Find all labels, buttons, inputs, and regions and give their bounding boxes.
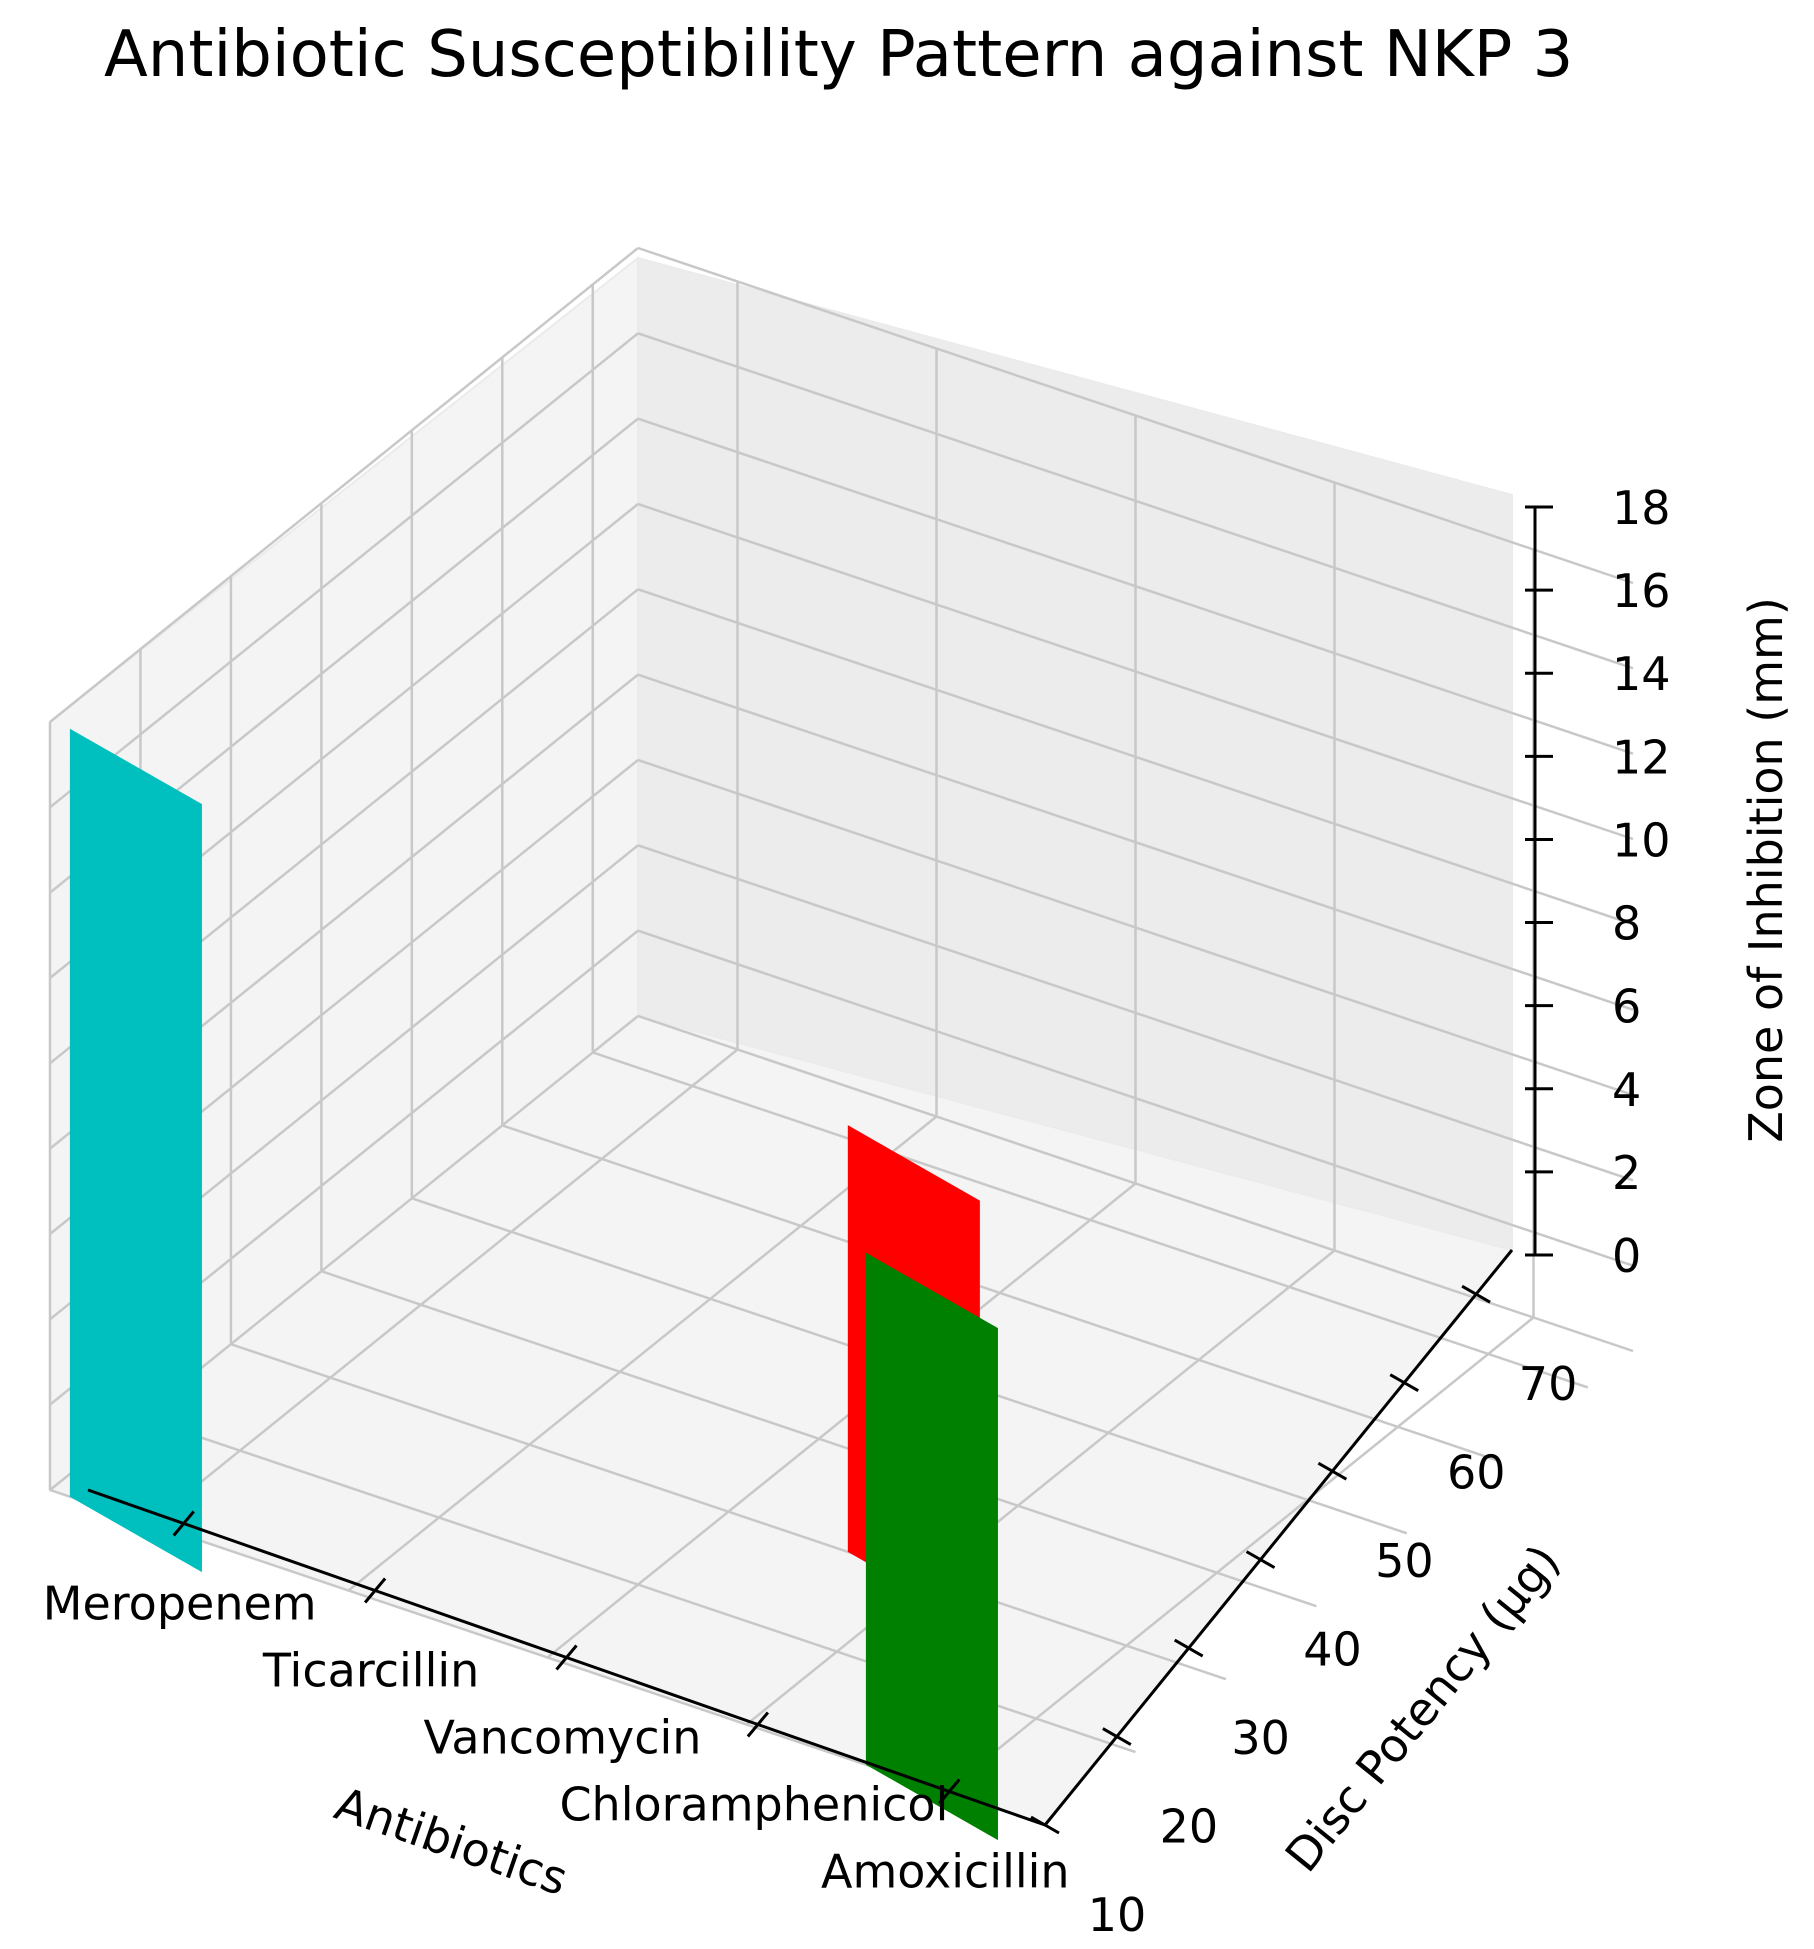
y-tick-label: 60 <box>1447 1446 1506 1500</box>
z-tick-label: 12 <box>1612 730 1671 784</box>
y-tick-mark <box>1030 1815 1060 1835</box>
floor-gridline-category <box>148 1048 739 1525</box>
y-tick-mark <box>1102 1727 1132 1746</box>
z-axis-label: Zone of Inhibition (mm) <box>1739 597 1793 1143</box>
z-tick-label: 16 <box>1612 564 1671 618</box>
z-tick-label: 18 <box>1612 481 1671 535</box>
z-tick-label: 4 <box>1612 1063 1641 1117</box>
x-tick-label: Amoxicillin <box>821 1845 1070 1899</box>
left-gridline-zone <box>49 247 639 723</box>
y-tick-label: 30 <box>1231 1711 1290 1765</box>
floor-gridline-potency <box>501 1124 1498 1462</box>
back-gridline-zone <box>637 502 1634 841</box>
y-tick-mark <box>1317 1461 1348 1481</box>
back-gridline-zone <box>637 1014 1634 1353</box>
y-tick-label: 50 <box>1375 1534 1434 1588</box>
y-tick-mark <box>1389 1373 1419 1392</box>
x-tick-mark <box>555 1644 578 1671</box>
x-tick-mark <box>363 1577 387 1604</box>
z-tick-label: 0 <box>1612 1229 1641 1283</box>
y-tick-mark <box>1245 1550 1276 1569</box>
x-tick-mark <box>172 1510 195 1537</box>
floor-gridline-potency <box>320 1270 1317 1608</box>
floor-gridline-category <box>546 1182 1137 1659</box>
back-gridline-zone <box>637 246 1634 585</box>
z-tick-label: 6 <box>1612 980 1641 1034</box>
bar-amoxicillin <box>865 1252 998 1841</box>
tick-labels: Meropenem Ticarcillin Vancomycin Chloramphe… <box>43 481 1671 1942</box>
y-tick-label: 10 <box>1088 1888 1147 1942</box>
y-axis-line <box>1043 1249 1514 1826</box>
back-gridline-zone <box>637 758 1634 1097</box>
x-tick-label: Vancomycin <box>424 1711 702 1765</box>
y-tick-mark <box>1461 1284 1491 1304</box>
y-tick-mark <box>1173 1638 1204 1658</box>
z-tick-label: 10 <box>1612 813 1671 867</box>
y-tick-label: 40 <box>1303 1623 1362 1677</box>
floor-gridline-potency <box>592 1051 1589 1389</box>
back-gridline-zone <box>637 929 1634 1267</box>
y-tick-label: 20 <box>1160 1800 1219 1854</box>
x-tick-mark <box>938 1778 961 1805</box>
z-tick-label: 2 <box>1612 1146 1641 1200</box>
back-gridline-zone <box>637 417 1634 755</box>
x-tick-label: Ticarcillin <box>262 1644 479 1698</box>
x-tick-label: Chloramphenicol <box>559 1778 948 1832</box>
z-tick-label: 14 <box>1612 647 1671 701</box>
floor-gridline-category <box>745 1249 1336 1726</box>
floor-gridline-potency <box>230 1342 1227 1681</box>
bars <box>69 728 998 1841</box>
grid <box>48 246 1634 1827</box>
floor-gridline-category <box>944 1316 1535 1793</box>
chart-title: Antibiotic Susceptibility Pattern agains… <box>104 18 1573 92</box>
back-gridline-zone <box>637 673 1634 1011</box>
axes <box>87 505 1553 1835</box>
back-gridline-zone <box>637 332 1634 670</box>
x-tick-mark <box>746 1711 770 1738</box>
back-gridline-zone <box>637 844 1634 1182</box>
y-tick-label: 70 <box>1519 1357 1578 1411</box>
z-tick-label: 8 <box>1612 897 1641 951</box>
x-axis-label: Antibiotics <box>328 1776 574 1906</box>
bar-meropenem <box>69 728 202 1573</box>
x-tick-label: Meropenem <box>43 1577 317 1631</box>
left-gridline-zone <box>49 332 639 809</box>
floor-gridline-category <box>347 1115 938 1592</box>
back-gridline-zone <box>637 588 1634 926</box>
